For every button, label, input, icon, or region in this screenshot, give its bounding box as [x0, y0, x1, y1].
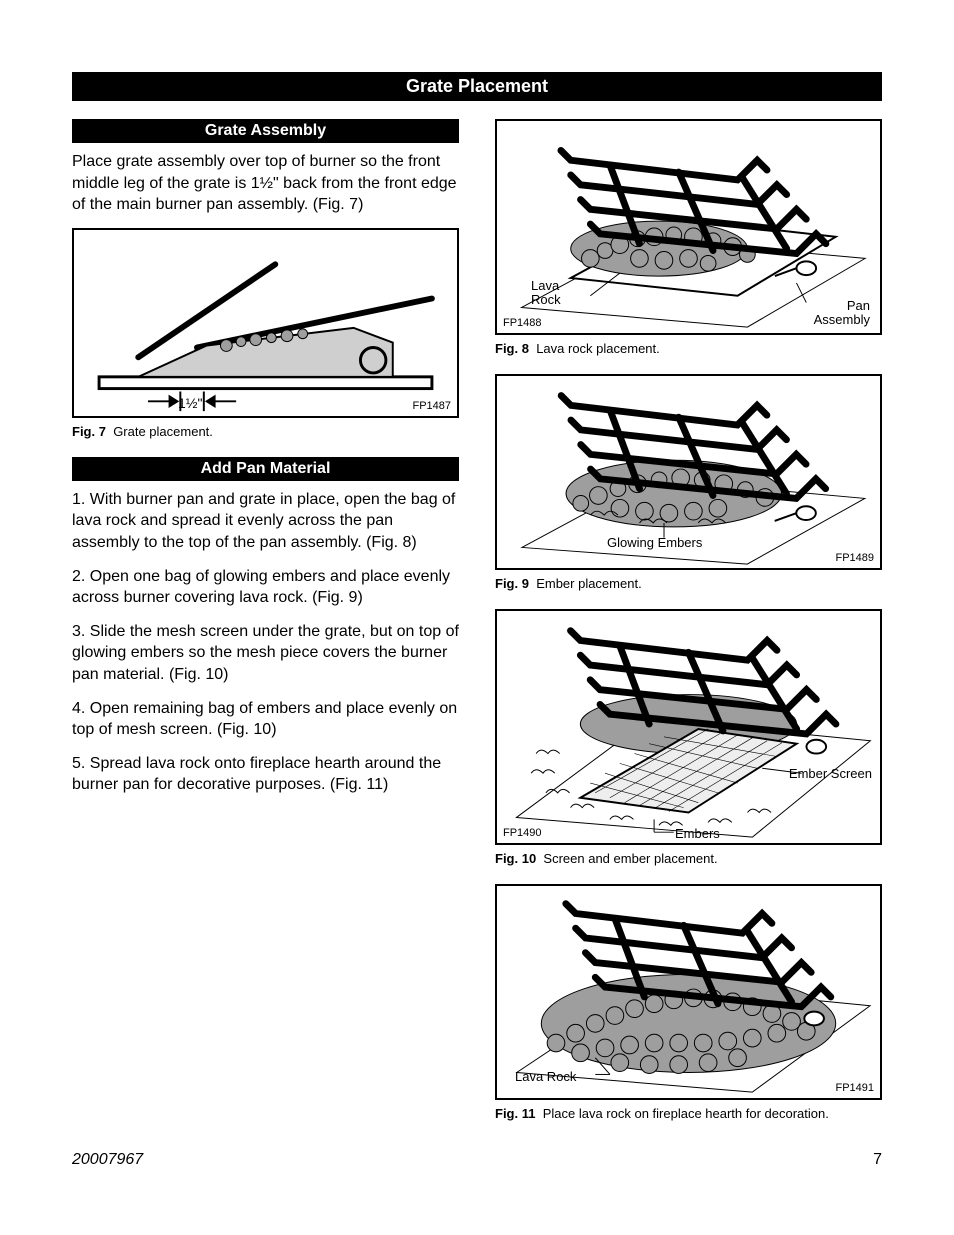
- subheader-grate-assembly: Grate Assembly: [72, 119, 459, 143]
- figure-9-caption: Fig. 9 Ember placement.: [495, 576, 882, 591]
- footer-pagenum: 7: [873, 1151, 882, 1169]
- figure-10-drawing: [497, 611, 880, 843]
- step-3: 3. Slide the mesh screen under the grate…: [72, 621, 459, 686]
- figure-9-id: FP1489: [835, 552, 874, 564]
- figure-11-drawing: [497, 886, 880, 1098]
- two-column-layout: Grate Assembly Place grate assembly over…: [72, 119, 882, 1121]
- figure-9-label-embers: Glowing Embers: [607, 536, 702, 550]
- figure-10-label-embers: Embers: [675, 827, 720, 841]
- figure-11-id: FP1491: [835, 1082, 874, 1094]
- step-5: 5. Spread lava rock onto fireplace heart…: [72, 753, 459, 796]
- figure-11: Lava Rock FP1491: [495, 884, 882, 1100]
- right-column: Lava Rock Pan Assembly FP1488 Fig. 8 Lav…: [495, 119, 882, 1121]
- step-1: 1. With burner pan and grate in place, o…: [72, 489, 459, 554]
- figure-8-label-lava-rock: Lava Rock: [531, 279, 561, 308]
- figure-10-label-screen: Ember Screen: [789, 767, 872, 781]
- figure-11-caption: Fig. 11 Place lava rock on fireplace hea…: [495, 1106, 882, 1121]
- grate-assembly-paragraph: Place grate assembly over top of burner …: [72, 151, 459, 216]
- figure-10-caption: Fig. 10 Screen and ember placement.: [495, 851, 882, 866]
- section-header: Grate Placement: [72, 72, 882, 101]
- figure-7: 1½" FP1487: [72, 228, 459, 418]
- figure-10: Ember Screen Embers FP1490: [495, 609, 882, 845]
- figure-9: Glowing Embers FP1489: [495, 374, 882, 570]
- figure-7-caption: Fig. 7 Grate placement.: [72, 424, 459, 439]
- figure-7-dimension: 1½": [178, 396, 202, 411]
- figure-10-id: FP1490: [503, 827, 542, 839]
- step-2: 2. Open one bag of glowing embers and pl…: [72, 566, 459, 609]
- footer-docnum: 20007967: [72, 1151, 143, 1169]
- figure-8-label-pan: Pan Assembly: [814, 299, 870, 328]
- subheader-add-pan-material: Add Pan Material: [72, 457, 459, 481]
- figure-8: Lava Rock Pan Assembly FP1488: [495, 119, 882, 335]
- left-column: Grate Assembly Place grate assembly over…: [72, 119, 459, 1121]
- step-4: 4. Open remaining bag of embers and plac…: [72, 698, 459, 741]
- figure-7-drawing: [74, 230, 457, 416]
- figure-11-label-lava-rock: Lava Rock: [515, 1070, 576, 1084]
- figure-8-caption: Fig. 8 Lava rock placement.: [495, 341, 882, 356]
- figure-8-id: FP1488: [503, 317, 542, 329]
- figure-7-id: FP1487: [412, 400, 451, 412]
- page-footer: 20007967 7: [72, 1151, 882, 1169]
